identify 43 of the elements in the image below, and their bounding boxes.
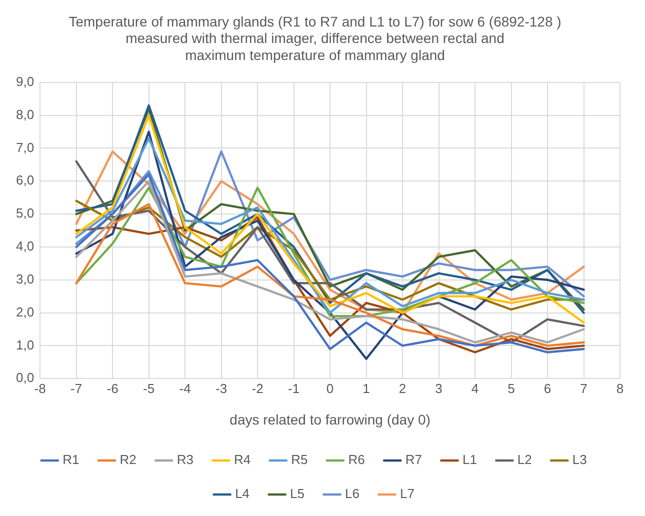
y-tick-label: 5,0 <box>16 206 34 221</box>
legend-label: R5 <box>291 452 308 468</box>
y-tick-label: 7,0 <box>16 140 34 155</box>
legend-label: L4 <box>235 486 250 502</box>
y-tick-label: 2,0 <box>16 304 34 320</box>
x-tick-label: -5 <box>143 380 155 396</box>
legend-label: R7 <box>405 452 422 468</box>
x-tick-label: -1 <box>288 380 300 396</box>
y-tick-label: 8,0 <box>16 106 34 122</box>
y-tick-label: 9,0 <box>16 74 34 89</box>
x-tick-label: -2 <box>252 380 264 396</box>
y-tick-label: 0,0 <box>16 370 34 386</box>
legend-label: L3 <box>572 452 587 468</box>
y-tick-label: 1,0 <box>16 337 34 352</box>
x-tick-label: -7 <box>70 380 82 396</box>
x-tick-label: 1 <box>362 380 370 396</box>
legend-label: L5 <box>290 486 305 502</box>
x-tick-label: 6 <box>544 380 552 396</box>
legend-label: R2 <box>120 452 136 468</box>
legend-label: R3 <box>176 452 194 468</box>
x-tick-label: -3 <box>216 380 228 396</box>
y-tick-label: 3,0 <box>16 271 34 286</box>
legend-label: L1 <box>462 452 477 468</box>
x-tick-label: 0 <box>326 380 334 396</box>
x-tick-label: 3 <box>435 380 442 396</box>
y-tick-label: 6,0 <box>16 172 34 188</box>
x-tick-label: -8 <box>34 380 46 396</box>
y-tick-label: 4,0 <box>16 238 34 254</box>
x-tick-label: 7 <box>580 380 588 396</box>
x-tick-label: -6 <box>106 380 118 396</box>
chart-title: Temperature of mammary glands (R1 to R7 and L1 to L7) for sow 6 (6892-128 ) measured with thermal imager, difference between rectal and maximum temperature of mammary gland <box>68 13 562 63</box>
x-tick-label: -4 <box>179 380 191 396</box>
x-axis-title: days related to farrowing (day 0) <box>230 411 430 428</box>
legend-label: L7 <box>400 486 414 502</box>
legend-label: R4 <box>234 452 251 468</box>
x-tick-label: 5 <box>508 380 515 396</box>
x-tick-label: 2 <box>398 380 406 396</box>
legend-label: R6 <box>348 452 365 468</box>
legend-label: L2 <box>517 452 532 468</box>
legend-label: L6 <box>345 486 360 502</box>
x-tick-label: 4 <box>471 380 479 396</box>
legend-label: R1 <box>62 452 80 468</box>
x-tick-label: 8 <box>616 380 624 396</box>
